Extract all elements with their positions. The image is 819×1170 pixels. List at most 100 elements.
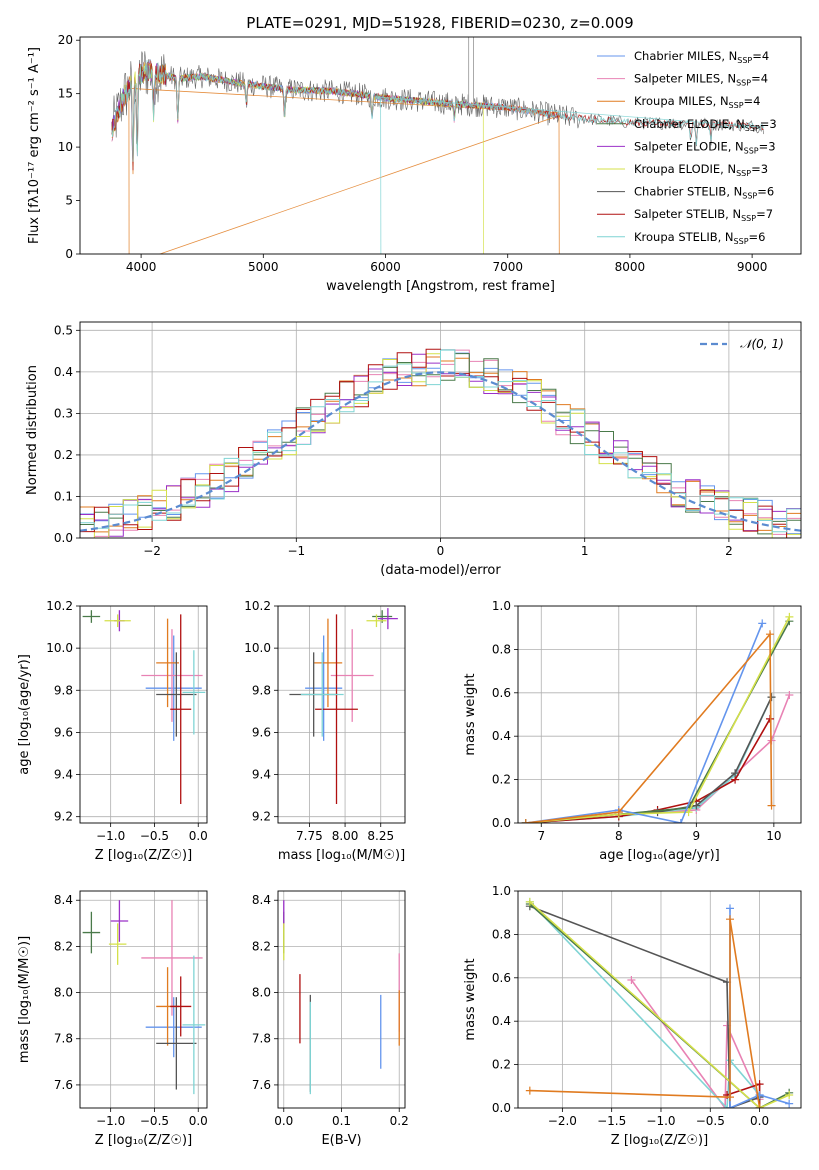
weight-age-marker xyxy=(785,690,794,699)
age-mass-xtick-label: 7.75 xyxy=(296,829,323,843)
mass-ebv-ytick-label: 8.4 xyxy=(252,893,271,907)
weight-age-marker xyxy=(758,619,767,628)
residuals-ytick-label: 0.5 xyxy=(54,323,73,337)
spectrum-ylabel: Flux [fλ10⁻¹⁷ erg cm⁻² s⁻¹ A⁻¹] xyxy=(27,47,42,244)
age-Z-xtick-label: −1.0 xyxy=(96,829,125,843)
weight-age-marker xyxy=(692,801,701,810)
age-Z-xtick-label: 0.0 xyxy=(189,829,208,843)
weight-age-xtick-label: 9 xyxy=(693,829,701,843)
age-mass-xtick-label: 8.00 xyxy=(332,829,359,843)
spectrum-series-line xyxy=(111,62,560,168)
weight-age-xtick-label: 8 xyxy=(615,829,623,843)
weight-Z-marker xyxy=(525,1086,534,1095)
age-mass-xtick-label: 8.25 xyxy=(367,829,394,843)
mass-Z-ylabel: mass [log₁₀(M/M☉)] xyxy=(17,936,32,1063)
residuals-xtick-label: −1 xyxy=(287,544,305,558)
weight-age-marker xyxy=(731,769,740,778)
residuals-ytick-label: 0.0 xyxy=(54,531,73,545)
weight-age-ytick-label: 0.2 xyxy=(492,773,511,787)
spectrum-legend-label: Chabrier MILES, NSSP=4 xyxy=(634,49,769,65)
weight-Z-ytick-label: 0.6 xyxy=(492,971,511,985)
weight-age-ytick-label: 0.0 xyxy=(492,816,511,830)
weight-age-series-line xyxy=(525,696,773,823)
age-mass-ytick-label: 10.2 xyxy=(244,599,271,613)
weight-age-series-line xyxy=(525,623,763,823)
weight-age-marker xyxy=(765,630,774,639)
weight-age-marker xyxy=(785,612,794,621)
weight-Z-plot-area xyxy=(518,891,801,1108)
mass-ebv-ytick-label: 8.0 xyxy=(252,986,271,1000)
spectrum-series-line xyxy=(111,59,560,166)
spectrum-xtick-label: 7000 xyxy=(492,260,523,274)
residuals-ylabel: Normed distribution xyxy=(25,365,40,495)
spectrum-legend-label: Salpeter MILES, NSSP=4 xyxy=(634,72,768,88)
weight-age-marker xyxy=(614,808,623,817)
weight-Z-series-line xyxy=(529,901,790,1108)
spectrum-xlabel: wavelength [Angstrom, rest frame] xyxy=(326,279,555,294)
spectrum-series-line xyxy=(111,59,765,254)
weight-age-series-line xyxy=(525,632,773,823)
weight-age-series-line xyxy=(525,616,791,823)
mass-Z-ytick-label: 8.0 xyxy=(54,986,73,1000)
mass-ebv-xtick-label: 0.2 xyxy=(390,1114,409,1128)
mass-Z-ytick-label: 7.8 xyxy=(54,1032,73,1046)
age-mass-ytick-label: 9.8 xyxy=(252,683,271,697)
mass-ebv-ytick-label: 8.2 xyxy=(252,939,271,953)
mass-Z-xtick-label: −1.0 xyxy=(96,1114,125,1128)
weight-age-series-line xyxy=(525,620,791,823)
spectrum-plot-area xyxy=(111,37,765,254)
age-Z-ytick-label: 10.0 xyxy=(46,641,73,655)
mass-Z-plot-area xyxy=(80,891,207,1108)
residuals-ytick-label: 0.1 xyxy=(54,489,73,503)
weight-age-marker xyxy=(767,801,776,810)
weight-Z-ytick-label: 1.0 xyxy=(492,884,511,898)
spectrum-ytick-label: 15 xyxy=(58,87,73,101)
mass-Z-xtick-label: 0.0 xyxy=(189,1114,208,1128)
age-Z-ytick-label: 9.4 xyxy=(54,768,73,782)
weight-Z-series-line xyxy=(529,905,760,1108)
weight-Z-marker xyxy=(726,904,735,913)
weight-age-xtick-label: 7 xyxy=(537,829,545,843)
weight-Z-marker xyxy=(726,915,735,924)
weight-age-marker xyxy=(767,693,776,702)
age-Z-xtick-label: −0.5 xyxy=(140,829,169,843)
weight-age-xlabel: age [log₁₀(age/yr)] xyxy=(599,848,720,863)
weight-Z-xtick-label: −1.0 xyxy=(646,1114,675,1128)
weight-Z-marker xyxy=(723,1104,732,1108)
weight-Z-ytick-label: 0.2 xyxy=(492,1058,511,1072)
residuals-xtick-label: −2 xyxy=(143,544,161,558)
age-Z-ytick-label: 10.2 xyxy=(46,599,73,613)
weight-Z-ytick-label: 0.0 xyxy=(492,1101,511,1115)
age-Z-ylabel: age [log₁₀(age/yr)] xyxy=(17,654,32,775)
age-Z-plot-area xyxy=(80,606,207,823)
weight-Z-xtick-label: −0.5 xyxy=(696,1114,725,1128)
weight-Z-series-line xyxy=(529,903,790,1108)
spectrum-legend-label: Chabrier ELODIE, NSSP=3 xyxy=(634,117,777,133)
weight-Z-xtick-label: −2.0 xyxy=(548,1114,577,1128)
mass-Z-frame xyxy=(79,890,208,1109)
weight-Z-frame xyxy=(517,890,802,1109)
age-mass-ytick-label: 9.4 xyxy=(252,768,271,782)
mass-ebv-xtick-label: 0.0 xyxy=(274,1114,293,1128)
spectrum-xtick-label: 4000 xyxy=(126,260,157,274)
spectrum-xtick-label: 9000 xyxy=(737,260,768,274)
spectrum-xtick-label: 6000 xyxy=(370,260,401,274)
spectrum-legend-label: Salpeter ELODIE, NSSP=3 xyxy=(634,139,776,155)
residuals-legend-label: 𝒩(0, 1) xyxy=(740,337,784,351)
residuals-frame xyxy=(79,321,802,539)
age-mass-plot-area xyxy=(278,606,405,823)
spectrum-ytick-label: 20 xyxy=(58,33,73,47)
age-mass-xlabel: mass [log₁₀(M/M☉)] xyxy=(278,848,405,863)
residuals-ytick-label: 0.4 xyxy=(54,365,73,379)
weight-Z-series-line xyxy=(630,979,761,1108)
age-mass-ytick-label: 10.0 xyxy=(244,641,271,655)
weight-age-plot-area xyxy=(518,606,801,823)
mass-ebv-xlabel: E(B-V) xyxy=(321,1133,361,1148)
weight-age-series-line xyxy=(525,718,771,823)
residuals-xtick-label: 0 xyxy=(437,544,445,558)
spectrum-ytick-label: 10 xyxy=(58,140,73,154)
residuals-ytick-label: 0.2 xyxy=(54,448,73,462)
weight-Z-marker xyxy=(755,1080,764,1089)
weight-age-frame xyxy=(517,605,802,824)
